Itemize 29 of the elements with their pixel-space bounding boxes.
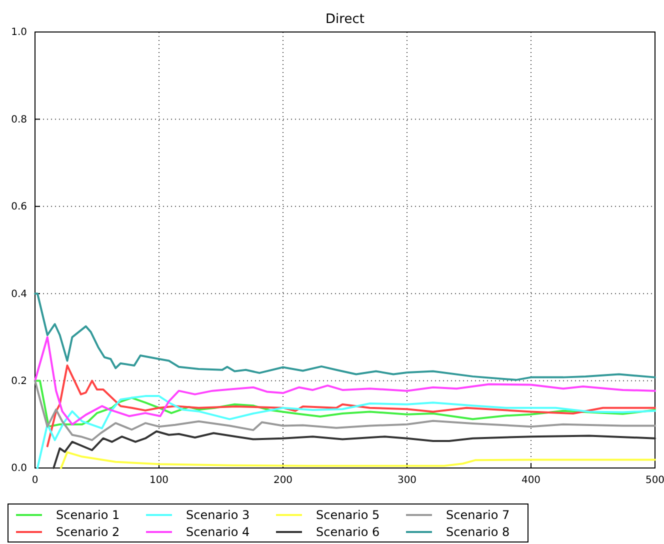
x-tick-label: 100: [149, 475, 169, 486]
legend-label: Scenario 3: [186, 508, 250, 522]
legend-label: Scenario 1: [56, 508, 120, 522]
y-tick-label: 1.0: [11, 27, 27, 38]
line-series: [52, 430, 656, 469]
line-series: [34, 292, 656, 381]
legend-label: Scenario 8: [446, 525, 510, 539]
legend-label: Scenario 6: [316, 525, 380, 539]
x-tick-label: 500: [645, 475, 664, 486]
x-tick-label: 300: [397, 475, 417, 486]
line-series: [46, 364, 656, 448]
line-series: [34, 380, 656, 442]
legend-label: Scenario 4: [186, 525, 250, 539]
y-tick-label: 0.4: [11, 288, 27, 300]
line-series: [36, 395, 656, 469]
line-series: [60, 451, 656, 469]
line-series: [34, 380, 656, 428]
legend-label: Scenario 5: [316, 508, 380, 522]
x-tick-label: 0: [32, 475, 38, 486]
legend-label: Scenario 2: [56, 525, 120, 539]
y-tick-label: 0.2: [11, 376, 27, 387]
x-tick-label: 200: [273, 475, 293, 486]
line-series: [34, 336, 656, 426]
y-tick-label: 0.8: [11, 114, 27, 126]
legend-label: Scenario 7: [446, 508, 510, 522]
y-tick-label: 0.0: [11, 463, 27, 474]
x-tick-label: 400: [521, 475, 541, 486]
y-tick-label: 0.6: [11, 202, 27, 213]
chart-title: Direct: [326, 12, 364, 27]
